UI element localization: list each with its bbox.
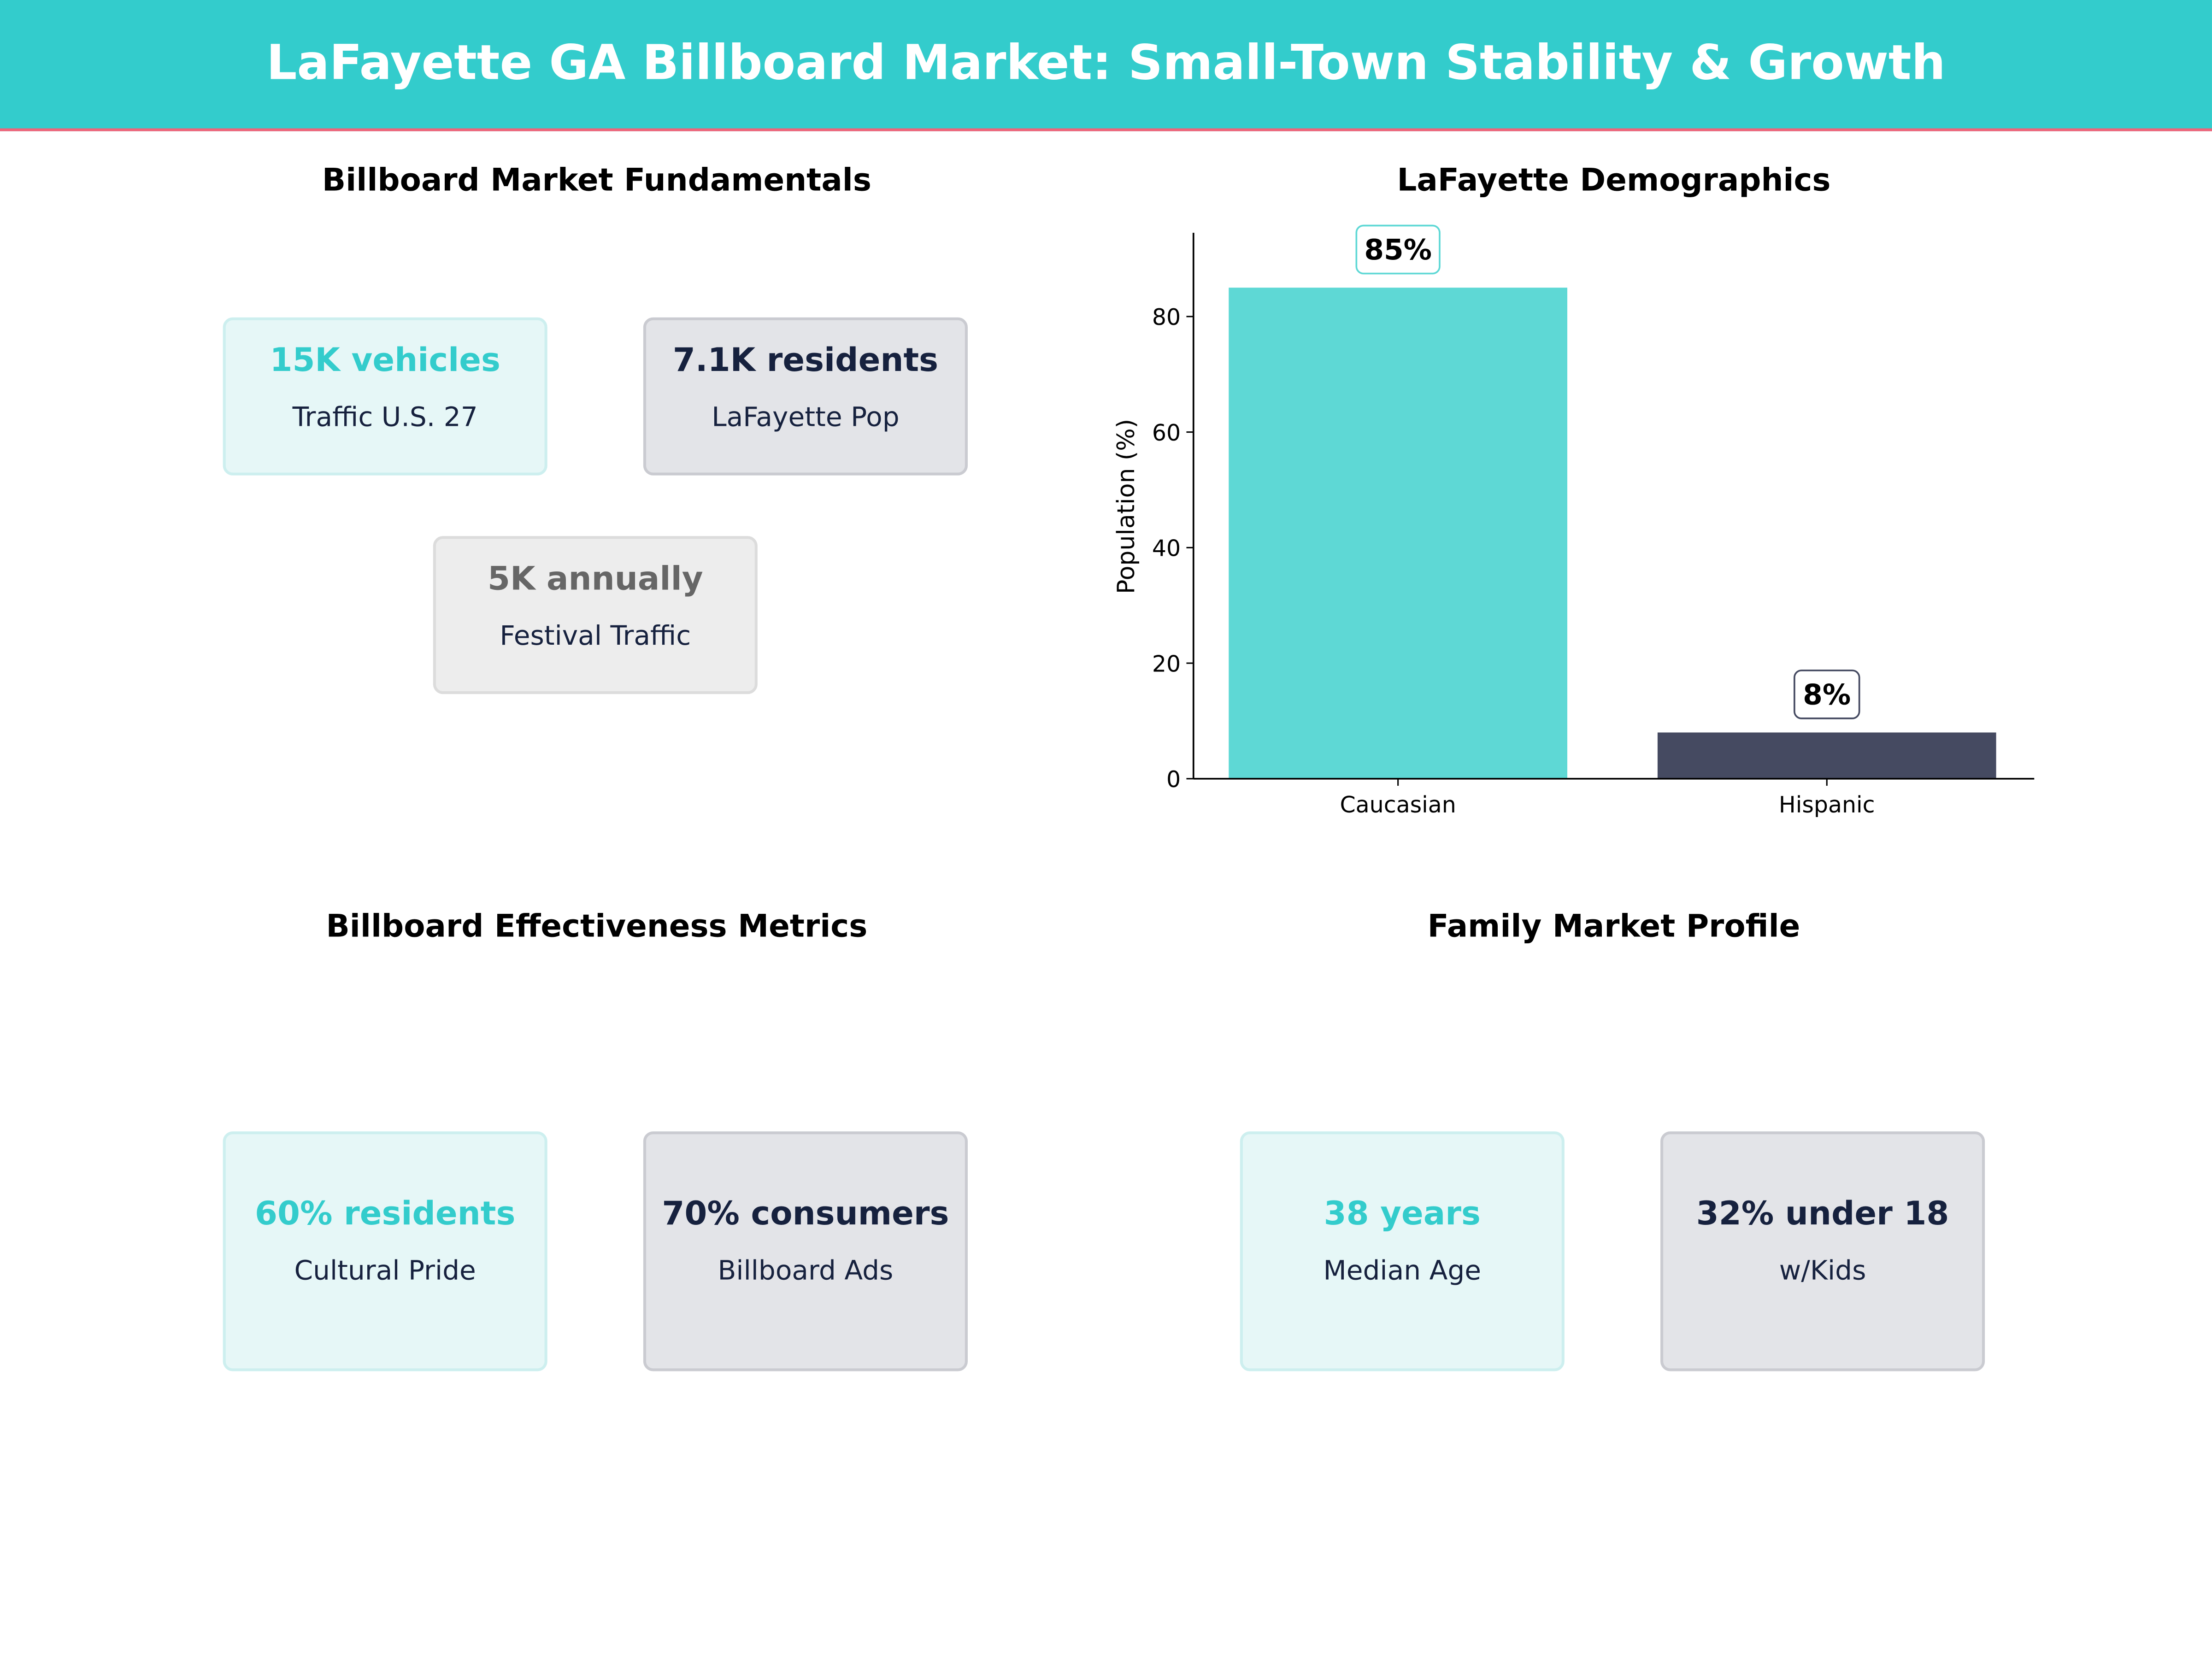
x-tick-label: Caucasian [1340, 792, 1456, 818]
card-value: 15K vehicles [270, 342, 500, 380]
billboard-ads-card: 70% consumers Billboard Ads [643, 1131, 968, 1371]
x-tick-label: Hispanic [1779, 792, 1875, 818]
y-tick-label: 20 [1152, 651, 1181, 677]
card-value: 70% consumers [662, 1196, 949, 1233]
card-label: Billboard Ads [718, 1255, 894, 1287]
fundamentals-title: Billboard Market Fundamentals [322, 164, 871, 199]
card-label: w/Kids [1779, 1255, 1866, 1287]
card-value: 5K annually [487, 561, 703, 598]
card-value: 60% residents [254, 1196, 516, 1233]
card-value: 7.1K residents [672, 342, 939, 380]
header-banner: LaFayette GA Billboard Market: Small-Tow… [0, 0, 2212, 131]
median-age-card: 38 years Median Age [1240, 1131, 1565, 1371]
y-axis-label: Population (%) [1112, 419, 1140, 594]
kids-card: 32% under 18 w/Kids [1660, 1131, 1985, 1371]
card-value: 32% under 18 [1696, 1196, 1949, 1233]
y-tick-label: 40 [1152, 535, 1181, 562]
population-card: 7.1K residents LaFayette Pop [643, 317, 968, 476]
cultural-pride-card: 60% residents Cultural Pride [223, 1131, 547, 1371]
card-label: Median Age [1323, 1255, 1482, 1287]
data-label-box [1794, 669, 1860, 719]
bar-hispanic [1657, 732, 1996, 779]
traffic-card: 15K vehicles Traffic U.S. 27 [223, 317, 547, 476]
card-value: 38 years [1324, 1196, 1481, 1233]
y-tick-label: 60 [1152, 420, 1181, 446]
festival-card: 5K annually Festival Traffic [433, 536, 758, 694]
card-label: Cultural Pride [294, 1255, 476, 1287]
data-label: 85% [1364, 234, 1432, 266]
y-tick-label: 0 [1166, 766, 1181, 793]
bar-caucasian [1229, 288, 1567, 779]
demographics-title: LaFayette Demographics [1397, 164, 1831, 199]
y-tick-label: 80 [1152, 304, 1181, 330]
family-title: Family Market Profile [1427, 910, 1800, 946]
data-label-box [1355, 224, 1441, 275]
data-label: 8% [1803, 678, 1851, 711]
card-label: LaFayette Pop [712, 402, 900, 433]
card-label: Festival Traffic [500, 620, 691, 652]
page-title: LaFayette GA Billboard Market: Small-Tow… [266, 35, 1946, 92]
card-label: Traffic U.S. 27 [292, 402, 478, 433]
effectiveness-title: Billboard Effectiveness Metrics [326, 910, 868, 946]
